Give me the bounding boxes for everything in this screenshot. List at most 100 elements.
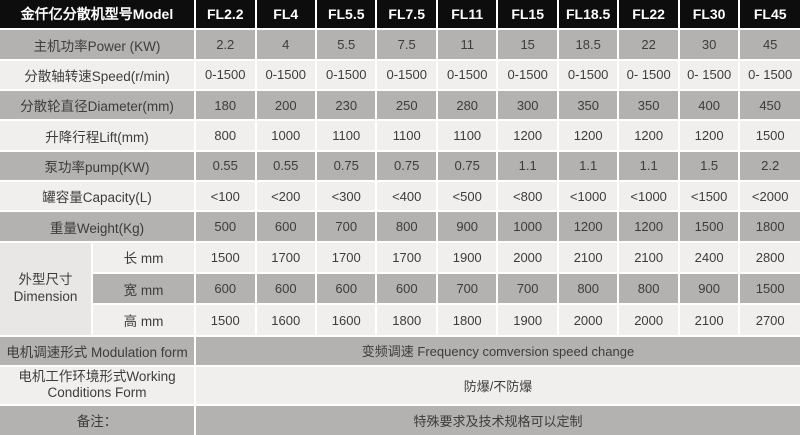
row-label: 主机功率Power (KW) [0, 28, 197, 61]
value-cell: 45 [738, 28, 800, 61]
value-cell: 30 [677, 28, 741, 61]
dimension-label-en: Dimension [13, 288, 78, 304]
value-cell: 1000 [254, 119, 317, 152]
value-cell: 2100 [617, 240, 680, 275]
value-cell: 600 [314, 272, 378, 306]
value-cell: 600 [254, 210, 317, 243]
value-cell: 2700 [738, 303, 800, 337]
value-cell: 0-1500 [496, 58, 559, 92]
table-header-row: 金仟亿分散机型号Model FL2.2 FL4 FL5.5 FL7.5 FL11… [0, 0, 800, 31]
value-cell: 1500 [738, 119, 800, 152]
value-cell: 2.2 [194, 28, 257, 61]
value-cell: 800 [556, 272, 620, 306]
value-cell: <1500 [677, 180, 741, 213]
model-header-cell: FL5.5 [314, 0, 378, 31]
table-row-speed: 分散轴转速Speed(r/min) 0-1500 0-1500 0-1500 0… [0, 58, 800, 92]
table-row-lift: 升降行程Lift(mm) 800 1000 1100 1100 1100 120… [0, 119, 800, 152]
working-label-line1: 电机工作环境形式Working [18, 369, 176, 385]
value-cell: 2100 [556, 240, 620, 275]
dimension-group-label: 外型尺寸 Dimension [0, 240, 93, 337]
value-cell: 2.2 [738, 149, 800, 183]
value-cell: 18.5 [556, 28, 620, 61]
remark-value: 特殊要求及技术规格可以定制 [194, 403, 800, 435]
value-cell: 1200 [556, 119, 620, 152]
value-cell: 800 [375, 210, 438, 243]
value-cell: 250 [375, 89, 438, 122]
value-cell: <100 [194, 180, 257, 213]
value-cell: 1100 [435, 119, 499, 152]
value-cell: 0- 1500 [617, 58, 680, 92]
row-label: 电机调速形式 Modulation form [0, 334, 197, 368]
value-cell: <400 [375, 180, 438, 213]
value-cell: 2000 [617, 303, 680, 337]
value-cell: 5.5 [314, 28, 378, 61]
value-cell: 1.1 [556, 149, 620, 183]
value-cell: 2800 [738, 240, 800, 275]
value-cell: 1.1 [496, 149, 559, 183]
value-cell: 200 [254, 89, 317, 122]
value-cell: 1900 [496, 303, 559, 337]
value-cell: 0.55 [194, 149, 257, 183]
dimension-label-cn: 外型尺寸 [18, 271, 73, 287]
row-label: 升降行程Lift(mm) [0, 119, 197, 152]
value-cell: 0-1500 [194, 58, 257, 92]
value-cell: 1000 [496, 210, 559, 243]
dim-sub-label-length: 长 mm [90, 240, 197, 275]
value-cell: 1700 [375, 240, 438, 275]
table-row-capacity: 罐容量Capacity(L) <100 <200 <300 <400 <500 … [0, 180, 800, 213]
value-cell: 0-1500 [314, 58, 378, 92]
value-cell: 7.5 [375, 28, 438, 61]
value-cell: 0.75 [314, 149, 378, 183]
table-row-modulation: 电机调速形式 Modulation form 变频调速 Frequency co… [0, 334, 800, 368]
value-cell: <1000 [556, 180, 620, 213]
value-cell: 0-1500 [556, 58, 620, 92]
value-cell: 700 [314, 210, 378, 243]
value-cell: 350 [556, 89, 620, 122]
value-cell: 280 [435, 89, 499, 122]
value-cell: 1700 [254, 240, 317, 275]
value-cell: 4 [254, 28, 317, 61]
value-cell: 1500 [738, 272, 800, 306]
value-cell: 22 [617, 28, 680, 61]
value-cell: 0-1500 [435, 58, 499, 92]
row-label: 分散轴转速Speed(r/min) [0, 58, 197, 92]
model-header-cell: FL11 [435, 0, 499, 31]
model-header-label: 金仟亿分散机型号Model [0, 0, 197, 31]
value-cell: 0.55 [254, 149, 317, 183]
table-row-weight: 重量Weight(Kg) 500 600 700 800 900 1000 12… [0, 210, 800, 243]
value-cell: <500 [435, 180, 499, 213]
model-header-cell: FL4 [254, 0, 317, 31]
dim-sub-label-height: 高 mm [92, 303, 197, 337]
value-cell: <800 [496, 180, 559, 213]
value-cell: 700 [435, 272, 499, 306]
model-header-cell: FL7.5 [375, 0, 438, 31]
value-cell: 900 [677, 272, 741, 306]
row-label: 备注： [0, 403, 197, 435]
value-cell: 2000 [496, 240, 559, 275]
table-row-width: 宽 mm 600 600 600 600 700 700 800 800 900… [0, 272, 800, 306]
value-cell: 800 [194, 119, 257, 152]
working-conditions-value: 防爆/不防爆 [194, 365, 800, 406]
value-cell: 0- 1500 [738, 58, 800, 92]
value-cell: 1100 [375, 119, 438, 152]
value-cell: 700 [496, 272, 559, 306]
model-header-cell: FL2.2 [194, 0, 257, 31]
row-label: 罐容量Capacity(L) [0, 180, 197, 213]
value-cell: 1200 [556, 210, 620, 243]
value-cell: 1200 [677, 119, 741, 152]
model-header-cell: FL30 [677, 0, 741, 31]
value-cell: 2000 [556, 303, 620, 337]
row-label: 重量Weight(Kg) [0, 210, 197, 243]
modulation-value: 变频调速 Frequency comversion speed change [194, 334, 800, 368]
value-cell: 1600 [314, 303, 378, 337]
row-label: 泵功率pump(KW) [0, 149, 197, 183]
value-cell: <1000 [617, 180, 680, 213]
value-cell: <200 [254, 180, 317, 213]
value-cell: 11 [435, 28, 499, 61]
value-cell: 1700 [314, 240, 378, 275]
row-label: 电机工作环境形式Working Conditions Form [0, 365, 197, 406]
value-cell: 600 [375, 272, 438, 306]
value-cell: 600 [194, 272, 257, 306]
value-cell: 230 [314, 89, 378, 122]
